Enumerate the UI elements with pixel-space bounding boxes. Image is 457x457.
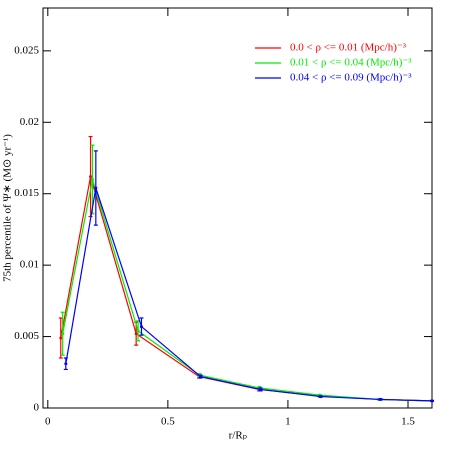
series-line <box>62 179 433 402</box>
legend-label: 0.0 < ρ <= 0.01 (Mpc/h)⁻³ <box>290 42 407 54</box>
point <box>134 332 138 336</box>
series-line <box>65 187 433 402</box>
point <box>90 177 94 181</box>
y-tick-label: 0.015 <box>14 187 39 199</box>
x-tick-label: 1.5 <box>401 416 415 428</box>
point <box>379 397 383 401</box>
x-tick-label: 0 <box>45 416 51 428</box>
point <box>61 332 65 336</box>
y-tick-label: 0 <box>34 402 40 414</box>
point <box>94 186 98 190</box>
plot-frame <box>42 7 433 409</box>
x-tick-label: 1 <box>285 416 291 428</box>
x-axis-label: r/Rₚ <box>229 430 248 442</box>
series-line <box>60 176 433 402</box>
point <box>64 362 68 366</box>
point <box>136 329 140 333</box>
y-axis-label: 75th percentile of Ψ∗ (M⊙ yr⁻¹) <box>2 134 14 282</box>
y-tick-label: 0.025 <box>14 44 39 56</box>
y-tick-label: 0.02 <box>20 116 39 128</box>
legend-label: 0.04 < ρ <= 0.09 (Mpc/h)⁻³ <box>290 72 412 84</box>
y-tick-label: 0.005 <box>14 330 39 342</box>
point <box>89 175 93 179</box>
y-tick-label: 0.01 <box>20 259 39 271</box>
point <box>59 336 63 340</box>
legend-label: 0.01 < ρ <= 0.04 (Mpc/h)⁻³ <box>290 57 412 69</box>
point <box>139 325 143 329</box>
point <box>259 387 263 391</box>
point <box>199 375 203 379</box>
x-tick-label: 0.5 <box>161 416 175 428</box>
point <box>430 399 434 403</box>
point <box>319 395 323 399</box>
